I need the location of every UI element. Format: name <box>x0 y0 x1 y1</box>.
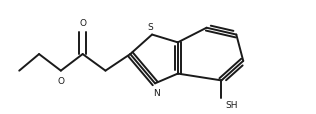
Text: SH: SH <box>225 100 238 109</box>
Text: N: N <box>153 88 159 97</box>
Text: O: O <box>58 76 64 85</box>
Text: O: O <box>79 19 86 27</box>
Text: S: S <box>147 22 153 31</box>
